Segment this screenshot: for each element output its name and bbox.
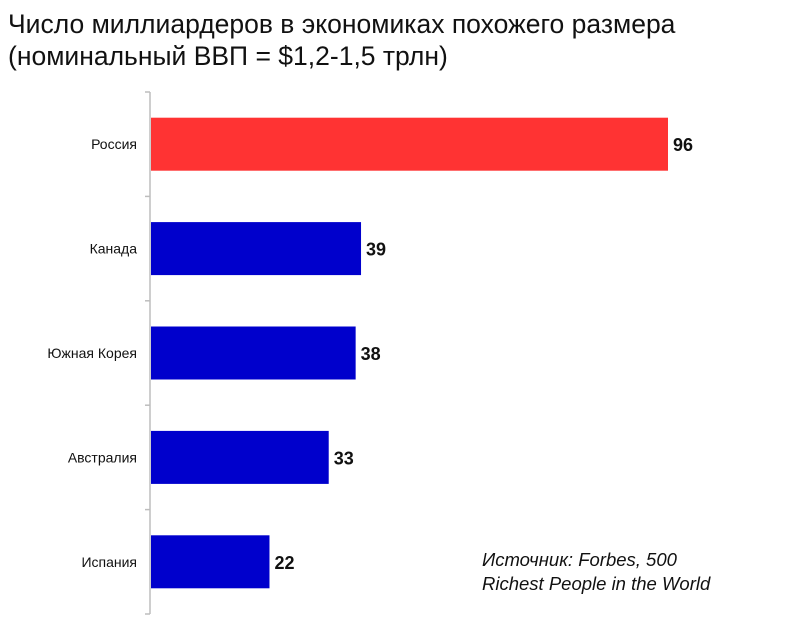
- source-note: Источник: Forbes, 500 Richest People in …: [482, 548, 710, 596]
- data-label: 33: [334, 448, 354, 468]
- bar: [151, 326, 356, 380]
- category-label: Южная Корея: [47, 345, 137, 361]
- chart-title-line-2: (номинальный ВВП = $1,2-1,5 трлн): [8, 41, 448, 71]
- bar: [151, 535, 270, 589]
- source-note-line-2: Richest People in the World: [482, 573, 711, 594]
- bar: [151, 430, 329, 484]
- bar: [151, 222, 362, 276]
- source-note-line-1: Источник: Forbes, 500: [482, 549, 677, 570]
- category-label: Канада: [90, 241, 138, 257]
- data-label: 39: [366, 240, 386, 260]
- data-label: 22: [274, 553, 294, 573]
- category-label: Австралия: [68, 449, 137, 465]
- bar: [151, 117, 668, 171]
- chart-title: Число миллиардеров в экономиках похожего…: [8, 8, 675, 72]
- category-label: Испания: [81, 554, 137, 570]
- data-label: 38: [361, 344, 381, 364]
- category-label: Россия: [91, 136, 137, 152]
- chart-title-line-1: Число миллиардеров в экономиках похожего…: [8, 9, 676, 39]
- data-label: 96: [673, 135, 693, 155]
